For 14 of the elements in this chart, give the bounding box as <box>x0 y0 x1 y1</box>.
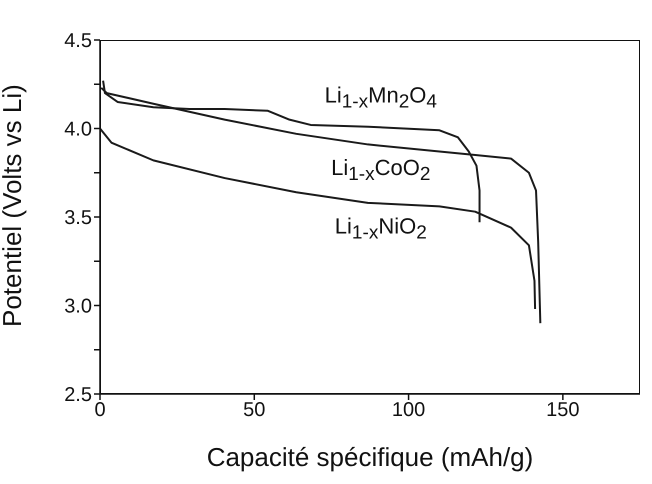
x-axis-title: Capacité spécifique (mAh/g) <box>206 442 534 472</box>
y-tick-label: 4.5 <box>64 30 92 52</box>
x-tick-label: 0 <box>94 399 106 422</box>
y-tick-label: 3.5 <box>64 207 92 230</box>
x-tick-label: 50 <box>243 399 266 422</box>
x-tick-label: 100 <box>392 399 426 422</box>
annotation: Li$_{1-x}$Mn$_{2}$O$_{4}$ <box>324 82 438 112</box>
annotation: Li$_{1-x}$CoO$_{2}$ <box>331 155 430 185</box>
y-tick-label: 2.5 <box>64 384 92 406</box>
annotation: Li$_{1-x}$NiO$_{2}$ <box>334 213 427 244</box>
x-tick-label: 150 <box>546 399 580 422</box>
y-axis-title: Potentiel (Volts vs Li) <box>0 84 28 327</box>
y-tick-label: 4.0 <box>64 118 92 141</box>
y-tick-label: 3.0 <box>64 296 92 318</box>
